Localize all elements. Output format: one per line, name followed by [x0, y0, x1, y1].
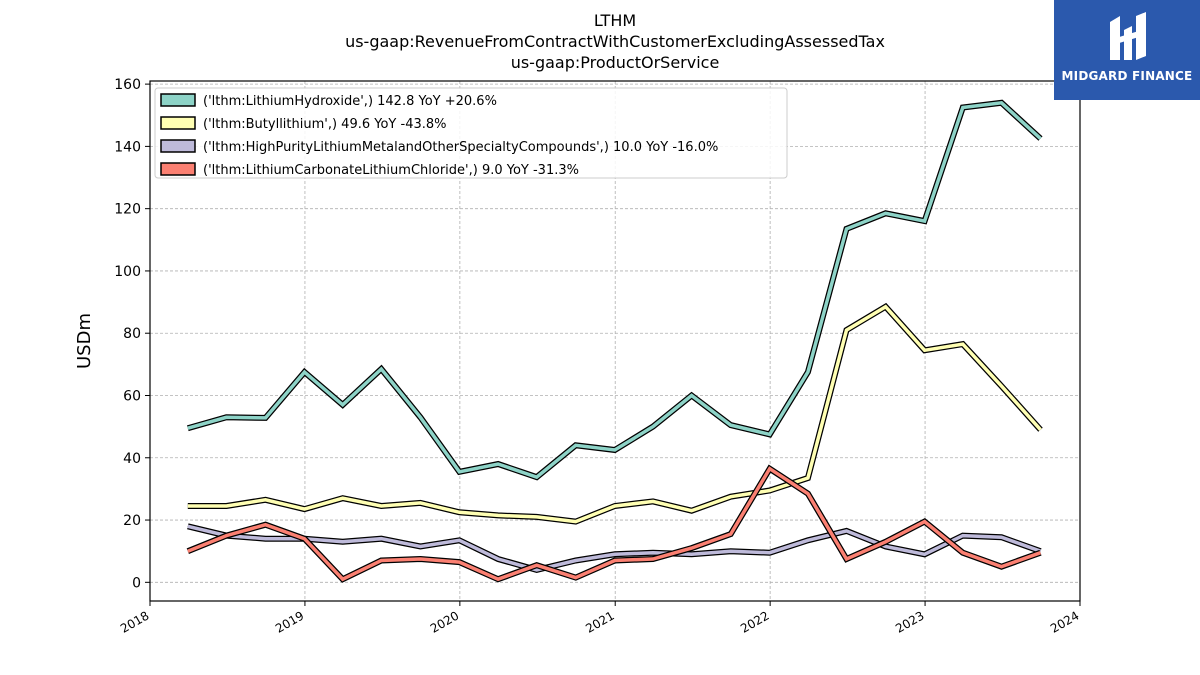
y-tick-label-1: 20: [123, 513, 141, 529]
x-tick-label-1: 2019: [273, 608, 306, 635]
y-axis-label: USDm: [74, 313, 95, 369]
legend-swatch-3: [160, 162, 196, 176]
series-group: [186, 99, 1043, 583]
legend: ('lthm:LithiumHydroxide',) 142.8 YoY +20…: [154, 87, 788, 179]
y-tick-label-0: 0: [132, 575, 141, 591]
legend-label-3: ('lthm:LithiumCarbonateLithiumChloride',…: [203, 163, 579, 178]
x-tick-label-3: 2021: [583, 608, 616, 635]
y-tick-label-8: 160: [114, 77, 141, 93]
series-line-0: [187, 100, 1042, 480]
chart-title-line-1: LTHM: [593, 11, 637, 30]
series-line-3: [187, 466, 1042, 582]
series-line-2: [187, 524, 1042, 572]
y-tick-label-6: 120: [114, 202, 141, 218]
y-axis: 0 20 40 60 80 100 120 140 160: [114, 77, 150, 591]
chart-title-line-2: us-gaap:RevenueFromContractWithCustomerE…: [345, 32, 885, 51]
x-tick-label-5: 2023: [893, 608, 926, 635]
brand-logo: MIDGARD FINANCE: [1054, 0, 1200, 100]
x-tick-label-6: 2024: [1048, 608, 1081, 635]
x-tick-label-4: 2022: [738, 608, 771, 635]
y-tick-label-4: 80: [123, 326, 141, 342]
series-line-1: [187, 304, 1042, 524]
logo-text: MIDGARD FINANCE: [1061, 69, 1193, 83]
legend-label-1: ('lthm:Butyllithium',) 49.6 YoY -43.8%: [203, 117, 447, 132]
y-tick-label-3: 60: [123, 388, 141, 404]
legend-swatch-1: [160, 116, 196, 130]
x-tick-label-0: 2018: [118, 608, 151, 635]
y-tick-label-7: 140: [114, 139, 141, 155]
legend-label-0: ('lthm:LithiumHydroxide',) 142.8 YoY +20…: [203, 94, 497, 109]
legend-box: [154, 87, 788, 179]
y-tick-label-5: 100: [114, 264, 141, 280]
y-tick-label-2: 40: [123, 451, 141, 467]
chart-title-line-3: us-gaap:ProductOrService: [510, 53, 720, 72]
x-axis: 2018 2019 2020 2021 2022 2023 2024: [118, 601, 1082, 636]
legend-swatch-2: [160, 139, 196, 153]
midgard-logo-icon: [1110, 12, 1146, 60]
legend-swatch-0: [160, 93, 196, 107]
x-tick-label-2: 2020: [428, 608, 461, 635]
legend-label-2: ('lthm:HighPurityLithiumMetalandOtherSpe…: [203, 140, 718, 155]
